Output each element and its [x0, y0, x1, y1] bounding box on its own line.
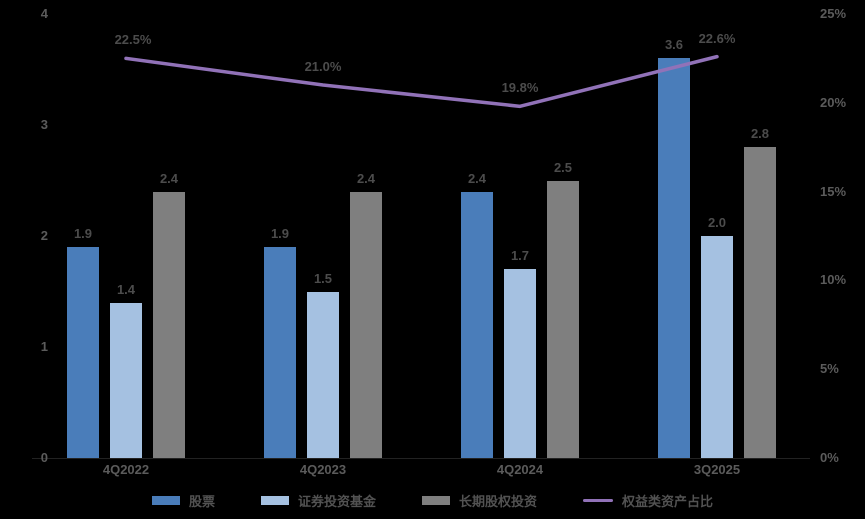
bar-value-label-证券投资基金-4Q2022: 1.4: [116, 281, 136, 297]
bar-value-label-股票-4Q2022: 1.9: [73, 226, 93, 242]
bar-证券投资基金-3Q2025: [701, 236, 733, 458]
y-axis-left-tick-4: 4: [40, 6, 48, 21]
y-axis-right-tick-10%: 10%: [820, 272, 847, 288]
legend-bar-swatch-证券投资基金: [260, 495, 289, 505]
bar-长期股权投资-3Q2025: [744, 147, 776, 458]
bar-股票-4Q2023: [264, 247, 296, 458]
bar-value-label-证券投资基金-4Q2023: 1.5: [313, 270, 333, 286]
line-point-label-4Q2022: 22.5%: [114, 32, 152, 48]
bar-长期股权投资-4Q2024: [547, 180, 579, 458]
y-axis-right-tick-20%: 20%: [820, 94, 847, 110]
bar-value-label-证券投资基金-4Q2024: 1.7: [510, 248, 530, 264]
legend-item-长期股权投资: 长期股权投资: [422, 491, 537, 510]
line-point-label-4Q2024: 19.8%: [501, 80, 539, 96]
legend-bar-swatch-股票: [151, 495, 180, 505]
y-axis-left-tick-3: 3: [40, 117, 48, 132]
line-point-label-4Q2023: 21.0%: [304, 59, 342, 75]
bar-value-label-股票-3Q2025: 3.6: [664, 37, 684, 53]
bar-股票-3Q2025: [658, 58, 690, 458]
y-axis-left-tick-2: 2: [40, 228, 48, 243]
y-axis-right-tick-15%: 15%: [820, 183, 847, 199]
legend-line-swatch-权益类资产占比: [583, 498, 614, 502]
line-权益类资产占比: [124, 54, 719, 109]
bar-value-label-长期股权投资-4Q2023: 2.4: [356, 170, 376, 186]
bar-长期股权投资-4Q2023: [350, 191, 382, 458]
bar-证券投资基金-4Q2023: [307, 291, 339, 458]
x-axis-category-3Q2025: 3Q2025: [693, 462, 741, 477]
legend-label-股票: 股票: [188, 493, 215, 509]
bar-value-label-股票-4Q2024: 2.4: [467, 170, 487, 186]
x-axis-line: [32, 458, 810, 459]
y-axis-left-tick-0: 0: [40, 450, 48, 465]
legend-label-长期股权投资: 长期股权投资: [459, 493, 538, 509]
bar-股票-4Q2022: [67, 247, 99, 458]
y-axis-left-tick-1: 1: [40, 339, 48, 354]
bar-证券投资基金-4Q2024: [504, 269, 536, 458]
bar-value-label-长期股权投资-4Q2022: 2.4: [159, 170, 179, 186]
legend-label-权益类资产占比: 权益类资产占比: [622, 493, 714, 509]
legend-label-证券投资基金: 证券投资基金: [297, 493, 376, 509]
x-axis-category-4Q2024: 4Q2024: [496, 462, 544, 477]
legend-item-股票: 股票: [151, 491, 215, 510]
y-axis-right-tick-5%: 5%: [820, 361, 839, 377]
bar-value-label-长期股权投资-4Q2024: 2.5: [553, 159, 573, 175]
legend: 股票 证券投资基金 长期股权投资 权益类资产占比: [0, 489, 865, 511]
x-axis-category-4Q2023: 4Q2023: [299, 462, 347, 477]
y-axis-right-tick-25%: 25%: [820, 6, 847, 21]
bar-股票-4Q2024: [461, 191, 493, 458]
bar-value-label-证券投资基金-3Q2025: 2.0: [707, 215, 727, 230]
bar-value-label-长期股权投资-3Q2025: 2.8: [750, 126, 770, 142]
y-axis-right-tick-0%: 0%: [820, 450, 839, 465]
legend-item-证券投资基金: 证券投资基金: [260, 491, 376, 510]
legend-item-权益类资产占比: 权益类资产占比: [583, 491, 713, 510]
x-axis-category-4Q2022: 4Q2022: [102, 462, 150, 477]
bar-证券投资基金-4Q2022: [110, 302, 142, 458]
legend-bar-swatch-长期股权投资: [422, 495, 450, 505]
line-point-label-3Q2025: 22.6%: [698, 30, 736, 46]
bar-value-label-股票-4Q2023: 1.9: [270, 226, 290, 242]
bar-长期股权投资-4Q2022: [153, 191, 185, 458]
